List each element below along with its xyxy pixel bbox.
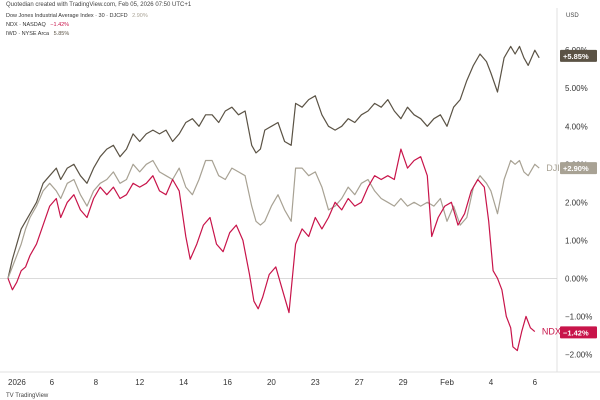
x-tick-label: 8: [94, 378, 99, 387]
x-tick-label: 20: [267, 378, 276, 387]
series-line-dji[interactable]: [7, 159, 540, 279]
legend-item-dji[interactable]: Dow Jones Industrial Average Index · 30 …: [6, 12, 148, 21]
series-end-label: NDX: [542, 327, 561, 337]
x-tick-label: 6: [50, 378, 55, 387]
y-tick-label: −2.00%: [565, 350, 592, 359]
price-badge: [560, 326, 597, 339]
price-badge: [560, 49, 597, 62]
x-tick-label: 2026: [8, 378, 26, 387]
x-tick-label: 6: [533, 378, 538, 387]
y-tick-label: 2.00%: [565, 198, 588, 207]
series-line-iwd[interactable]: [7, 45, 540, 279]
series-line-ndx[interactable]: [7, 148, 536, 352]
legend-change: 2.90%: [132, 13, 148, 19]
y-tick-label: 4.00%: [565, 122, 588, 131]
legend-change: −1.42%: [50, 22, 70, 28]
legend-label: IWD · NYSE Arca: [6, 31, 50, 37]
x-tick-label: 23: [311, 378, 320, 387]
legend-change: 5.85%: [53, 31, 70, 37]
x-tick-label: 27: [355, 378, 364, 387]
y-tick-label: 1.00%: [565, 236, 588, 245]
legend: Dow Jones Industrial Average Index · 30 …: [6, 12, 148, 39]
price-badge-text: −1.42%: [563, 328, 589, 337]
x-tick-label: Feb: [440, 378, 454, 387]
price-badge: [560, 162, 597, 175]
series-end-label: DJI: [546, 163, 560, 173]
legend-item-iwd[interactable]: IWD · NYSE Arca 5.85%: [6, 30, 148, 39]
price-badge-text: +5.85%: [563, 52, 589, 61]
x-tick-label: 29: [399, 378, 408, 387]
x-tick-label: 12: [135, 378, 144, 387]
chart-caption: Quotedian created with TradingView.com, …: [6, 2, 192, 8]
price-badge-text: +2.90%: [563, 164, 589, 173]
x-tick-label: 4: [489, 378, 494, 387]
y-tick-label: 0.00%: [565, 274, 588, 283]
tradingview-logo-caption: TV TradingView: [6, 393, 49, 399]
legend-label: Dow Jones Industrial Average Index · 30 …: [6, 13, 128, 19]
legend-item-ndx[interactable]: NDX · NASDAQ −1.42%: [6, 21, 148, 30]
currency-label: USD: [566, 13, 579, 19]
x-tick-label: 16: [223, 378, 232, 387]
y-tick-label: 5.00%: [565, 84, 588, 93]
legend-label: NDX · NASDAQ: [6, 22, 46, 28]
y-tick-label: −1.00%: [565, 312, 592, 321]
x-tick-label: 14: [179, 378, 188, 387]
